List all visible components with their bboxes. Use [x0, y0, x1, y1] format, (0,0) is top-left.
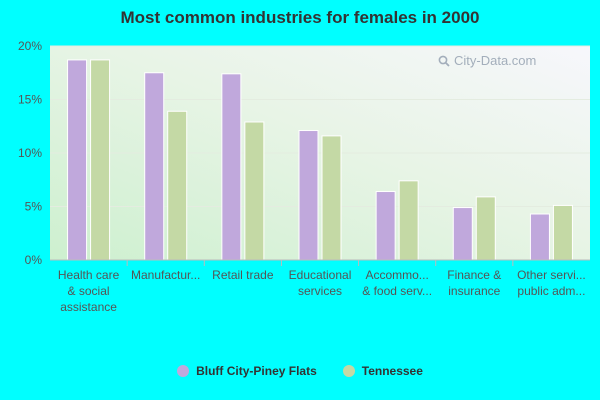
y-axis: 0% 5% 10% 15% 20%: [18, 39, 42, 267]
bar-series-1: [144, 72, 165, 261]
bar-series-2: [90, 59, 111, 261]
chart-title: Most common industries for females in 20…: [120, 8, 480, 27]
bar-series-1: [375, 191, 396, 261]
bar-series-2: [552, 204, 573, 261]
legend-label: Bluff City-Piney Flats: [196, 364, 317, 378]
y-tick-label: 5%: [25, 200, 43, 214]
bar-series-1: [67, 59, 88, 261]
bar-series-2: [321, 135, 342, 261]
magnifier-icon: [438, 55, 450, 67]
x-tick-label: Health care & social assistance: [58, 268, 120, 314]
y-tick-label: 20%: [18, 39, 42, 53]
bar-series-1: [452, 207, 473, 261]
legend-swatch: [177, 365, 190, 377]
legend-item-series-1: Bluff City-Piney Flats: [177, 364, 317, 378]
x-tick-label: Educational services: [289, 268, 352, 298]
x-tick-label: Other servi... public adm...: [517, 268, 586, 298]
bar-series-1: [298, 130, 319, 261]
bar-series-1: [221, 73, 242, 261]
x-tick-label: Finance & insurance: [447, 268, 501, 298]
y-tick-label: 10%: [18, 146, 42, 160]
watermark-text: City-Data.com: [454, 53, 537, 68]
legend-swatch: [342, 365, 355, 377]
bar-series-1: [529, 213, 550, 261]
legend-label: Tennessee: [361, 364, 423, 378]
gridlines: [50, 45, 590, 207]
x-tick-label: Retail trade: [212, 268, 274, 282]
x-tick-label: Manufactur...: [131, 268, 200, 282]
y-tick-label: 15%: [18, 93, 42, 107]
bar-series-2: [398, 180, 419, 261]
bar-series-2: [475, 196, 496, 261]
y-tick-label: 0%: [25, 253, 43, 267]
bar-series-2: [167, 110, 188, 261]
watermark: City-Data.com: [438, 53, 536, 68]
x-axis: Health care & social assistance Manufactur.…: [50, 259, 590, 314]
legend: Bluff City-Piney Flats Tennessee: [0, 364, 600, 378]
bar-series-2: [244, 121, 265, 261]
legend-item-series-2: Tennessee: [342, 364, 423, 378]
x-tick-label: Accommo... & food serv...: [362, 268, 432, 298]
